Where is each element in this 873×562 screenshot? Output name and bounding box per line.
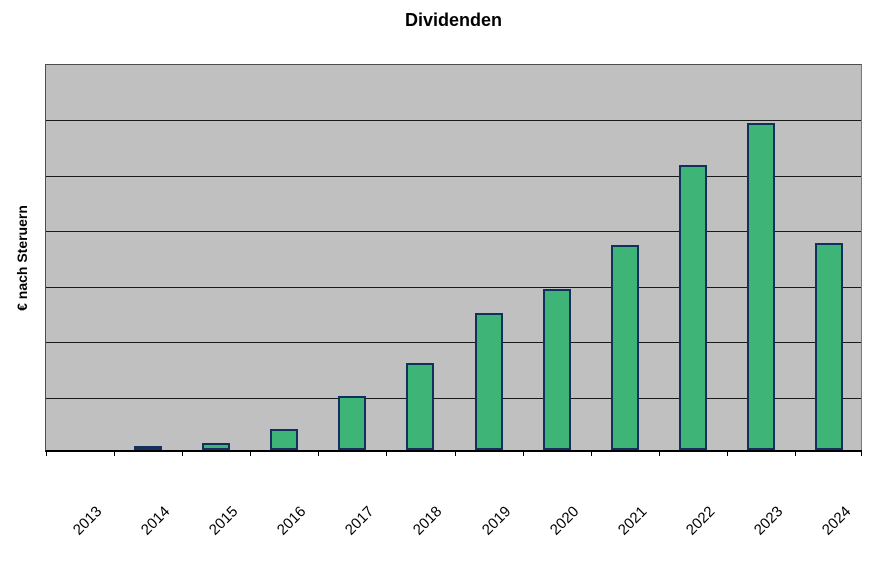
- x-axis-label-2014: 2014: [137, 503, 174, 539]
- bar-2016: [270, 429, 298, 450]
- gridline: [46, 176, 861, 177]
- gridline: [46, 231, 861, 232]
- bar-2015: [202, 443, 230, 450]
- x-axis-label-2023: 2023: [750, 503, 787, 539]
- x-axis-tick: [523, 450, 524, 456]
- x-axis-label-2022: 2022: [682, 503, 719, 539]
- gridline: [46, 398, 861, 399]
- bar-2023: [747, 123, 775, 450]
- x-axis-tick: [861, 450, 862, 456]
- bar-2022: [679, 165, 707, 450]
- x-axis-label-2018: 2018: [409, 503, 446, 539]
- gridline: [46, 287, 861, 288]
- gridline: [46, 120, 861, 121]
- x-axis-tick: [386, 450, 387, 456]
- plot-area: [45, 64, 862, 456]
- x-axis-tick: [591, 450, 592, 456]
- x-axis-label-2024: 2024: [818, 503, 855, 539]
- bar-2020: [543, 289, 571, 450]
- x-axis-tick: [182, 450, 183, 456]
- x-axis-tick: [795, 450, 796, 456]
- bar-2021: [611, 245, 639, 450]
- x-axis-label-2019: 2019: [478, 503, 515, 539]
- x-axis-label-2020: 2020: [546, 503, 583, 539]
- bar-2014: [134, 446, 162, 450]
- x-axis-tick: [114, 450, 115, 456]
- bar-2017: [338, 396, 366, 450]
- y-axis-title: € nach Steruern: [14, 205, 31, 311]
- bar-2019: [475, 313, 503, 450]
- x-axis-tick: [250, 450, 251, 456]
- x-axis-label-2021: 2021: [614, 503, 651, 539]
- bar-2018: [406, 363, 434, 450]
- x-axis-label-2016: 2016: [273, 503, 310, 539]
- x-axis-label-2013: 2013: [69, 503, 106, 539]
- chart-title: Dividenden: [404, 10, 502, 30]
- x-axis-tick: [659, 450, 660, 456]
- x-axis-tick: [318, 450, 319, 456]
- x-axis-label-2015: 2015: [205, 503, 242, 539]
- x-axis-tick: [46, 450, 47, 456]
- x-axis-tick: [727, 450, 728, 456]
- y-axis-title-container: € nach Steruern: [0, 64, 44, 452]
- bar-2024: [815, 243, 843, 450]
- gridline: [46, 342, 861, 343]
- x-axis-tick: [455, 450, 456, 456]
- x-axis-label-2017: 2017: [341, 503, 378, 539]
